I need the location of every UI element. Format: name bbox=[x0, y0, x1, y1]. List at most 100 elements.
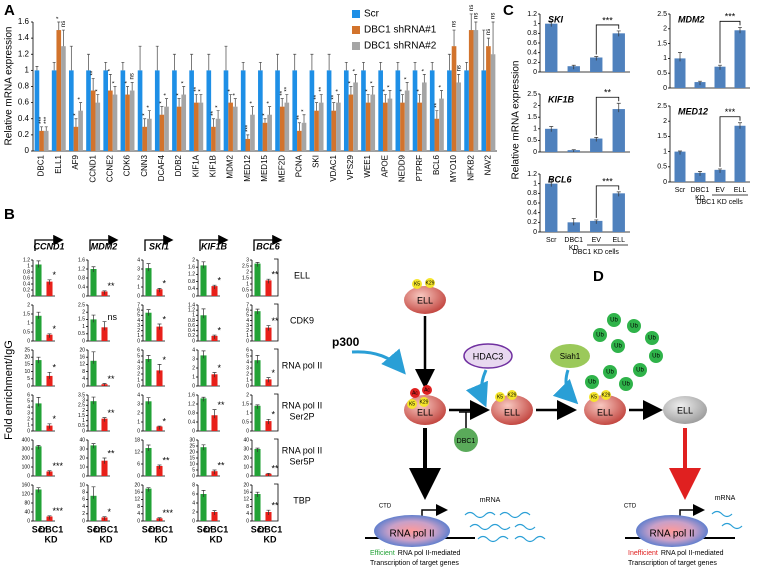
significance: ns bbox=[486, 29, 492, 35]
error-bar bbox=[157, 464, 162, 469]
bar bbox=[145, 359, 152, 386]
bar bbox=[156, 326, 163, 341]
label-line: Ser5P bbox=[289, 456, 314, 466]
significance: * bbox=[383, 89, 389, 92]
bar bbox=[254, 405, 261, 431]
bar bbox=[200, 447, 207, 476]
significance: ** bbox=[314, 94, 320, 99]
bar bbox=[35, 360, 42, 386]
significance: *** bbox=[602, 15, 613, 25]
bar bbox=[292, 70, 298, 151]
error-bar bbox=[47, 371, 52, 379]
y-tick-label: 0 bbox=[137, 473, 140, 479]
y-tick-label: 1.2 bbox=[23, 257, 30, 263]
significance: ** bbox=[272, 270, 280, 280]
y-tick-label: 3 bbox=[82, 397, 85, 403]
row-bracket bbox=[274, 483, 279, 522]
y-tick-label: 20 bbox=[243, 482, 249, 488]
y-axis-label: Relative mRNA expression bbox=[511, 61, 522, 180]
bar bbox=[211, 415, 218, 431]
significance: ns bbox=[61, 21, 67, 27]
significance: *** bbox=[725, 12, 736, 22]
error-bar bbox=[201, 308, 206, 319]
significance: *** bbox=[602, 176, 613, 186]
significance: * bbox=[272, 410, 276, 420]
y-tick-label: 16 bbox=[79, 355, 85, 361]
y-tick-label: 12 bbox=[134, 497, 140, 503]
error-bar bbox=[44, 126, 48, 131]
rna-pol-ii bbox=[636, 515, 708, 547]
error-bar bbox=[146, 355, 151, 362]
y-tick-label: 2 bbox=[246, 328, 249, 334]
error-bar bbox=[255, 308, 260, 315]
k29-site bbox=[425, 278, 435, 288]
k5-label: K5 bbox=[409, 401, 415, 407]
error-bar bbox=[130, 82, 134, 91]
efficient: Efficient bbox=[370, 550, 395, 557]
outcome-text: Transcription of target genes bbox=[370, 560, 459, 567]
bar bbox=[473, 30, 479, 151]
ub-label: Ub bbox=[614, 344, 622, 350]
bar bbox=[176, 106, 182, 151]
error-bar bbox=[319, 94, 323, 103]
bar bbox=[73, 126, 79, 151]
bar bbox=[265, 379, 272, 386]
x-tick-label: MDM2 bbox=[226, 154, 235, 178]
significance: ** bbox=[108, 281, 116, 291]
significance: * bbox=[218, 276, 222, 286]
bar bbox=[90, 360, 97, 386]
y-tick-label: 2 bbox=[82, 310, 85, 316]
bar bbox=[215, 118, 221, 151]
error-bar bbox=[212, 409, 217, 419]
error-bar bbox=[255, 491, 260, 497]
y-tick-label: 0.8 bbox=[78, 275, 85, 281]
y-tick-label: 0.5 bbox=[527, 137, 537, 144]
error-bar bbox=[549, 20, 554, 27]
error-bar bbox=[36, 487, 41, 493]
bar bbox=[147, 118, 152, 151]
label-line: Scr bbox=[546, 237, 557, 244]
bar bbox=[590, 138, 603, 152]
bar bbox=[200, 494, 207, 521]
y-tick-label: 0 bbox=[27, 293, 30, 299]
significance: * bbox=[263, 113, 269, 116]
significance: * bbox=[353, 68, 359, 71]
k5-site bbox=[407, 399, 417, 409]
row-bracket bbox=[274, 438, 279, 477]
error-bar bbox=[315, 102, 319, 111]
error-bar bbox=[336, 94, 340, 103]
bar bbox=[145, 268, 152, 296]
bar bbox=[46, 334, 53, 341]
y-tick-label: 30 bbox=[189, 437, 195, 443]
ac-site bbox=[422, 385, 432, 395]
error-bar bbox=[418, 94, 422, 103]
ac-site bbox=[410, 388, 420, 398]
error-bar bbox=[138, 45, 142, 71]
error-bar bbox=[486, 37, 490, 47]
error-bar bbox=[327, 53, 331, 71]
error-bar bbox=[383, 94, 387, 103]
y-tick-label: 3 bbox=[192, 356, 195, 362]
y-tick-label: 0 bbox=[192, 518, 195, 524]
y-tick-label: 2 bbox=[192, 257, 195, 263]
error-bar bbox=[396, 61, 400, 71]
bar bbox=[39, 130, 44, 151]
error-bar bbox=[36, 397, 41, 407]
error-bar bbox=[549, 126, 554, 132]
y-tick-label: 6 bbox=[246, 307, 249, 313]
column-header: CCND1 bbox=[33, 241, 64, 251]
y-tick-label: 0 bbox=[533, 69, 537, 76]
x-tick-label: CNN3 bbox=[140, 154, 149, 176]
y-tick-label: 4 bbox=[192, 500, 195, 506]
bar bbox=[189, 70, 194, 151]
y-tick-label: 7 bbox=[246, 302, 249, 308]
panel-label: C bbox=[503, 2, 514, 19]
chart-title: KIF1B bbox=[548, 94, 575, 104]
error-bar bbox=[47, 279, 52, 285]
significance: * bbox=[422, 68, 428, 71]
error-bar bbox=[571, 149, 576, 152]
bar bbox=[200, 398, 207, 431]
row-bracket bbox=[274, 303, 279, 342]
error-bar bbox=[91, 78, 95, 91]
